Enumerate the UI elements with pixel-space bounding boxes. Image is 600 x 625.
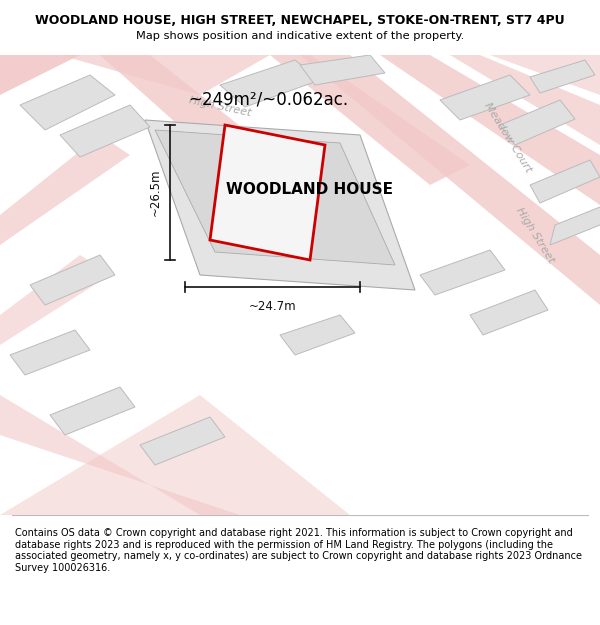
Polygon shape [155, 130, 395, 265]
Polygon shape [0, 135, 130, 245]
Polygon shape [60, 55, 270, 95]
Polygon shape [300, 55, 385, 85]
Polygon shape [530, 160, 600, 203]
Polygon shape [470, 290, 548, 335]
Polygon shape [50, 387, 135, 435]
Polygon shape [420, 250, 505, 295]
Polygon shape [270, 55, 470, 185]
Polygon shape [450, 55, 600, 145]
Polygon shape [440, 75, 530, 120]
Polygon shape [280, 315, 355, 355]
Text: Contains OS data © Crown copyright and database right 2021. This information is : Contains OS data © Crown copyright and d… [15, 528, 582, 573]
Polygon shape [60, 105, 150, 157]
Text: High Street: High Street [514, 206, 556, 264]
Polygon shape [500, 100, 575, 145]
Polygon shape [380, 55, 600, 205]
Polygon shape [220, 60, 320, 107]
Polygon shape [300, 55, 600, 305]
Polygon shape [30, 255, 115, 305]
Polygon shape [10, 330, 90, 375]
Text: ~249m²/~0.062ac.: ~249m²/~0.062ac. [188, 91, 348, 109]
Polygon shape [0, 55, 130, 95]
Polygon shape [140, 417, 225, 465]
Polygon shape [550, 205, 600, 245]
Polygon shape [0, 255, 110, 345]
Text: WOODLAND HOUSE: WOODLAND HOUSE [227, 182, 394, 198]
Text: ~24.7m: ~24.7m [248, 301, 296, 314]
Text: Meadow Court: Meadow Court [482, 100, 533, 174]
Polygon shape [145, 120, 415, 290]
Polygon shape [20, 75, 115, 130]
Polygon shape [490, 55, 600, 95]
Polygon shape [210, 125, 325, 260]
Text: High Street: High Street [188, 96, 252, 119]
Polygon shape [0, 395, 350, 515]
Polygon shape [530, 60, 595, 93]
Text: Map shows position and indicative extent of the property.: Map shows position and indicative extent… [136, 31, 464, 41]
Text: ~26.5m: ~26.5m [149, 169, 161, 216]
Polygon shape [100, 55, 340, 225]
Text: WOODLAND HOUSE, HIGH STREET, NEWCHAPEL, STOKE-ON-TRENT, ST7 4PU: WOODLAND HOUSE, HIGH STREET, NEWCHAPEL, … [35, 14, 565, 27]
Polygon shape [0, 395, 240, 515]
